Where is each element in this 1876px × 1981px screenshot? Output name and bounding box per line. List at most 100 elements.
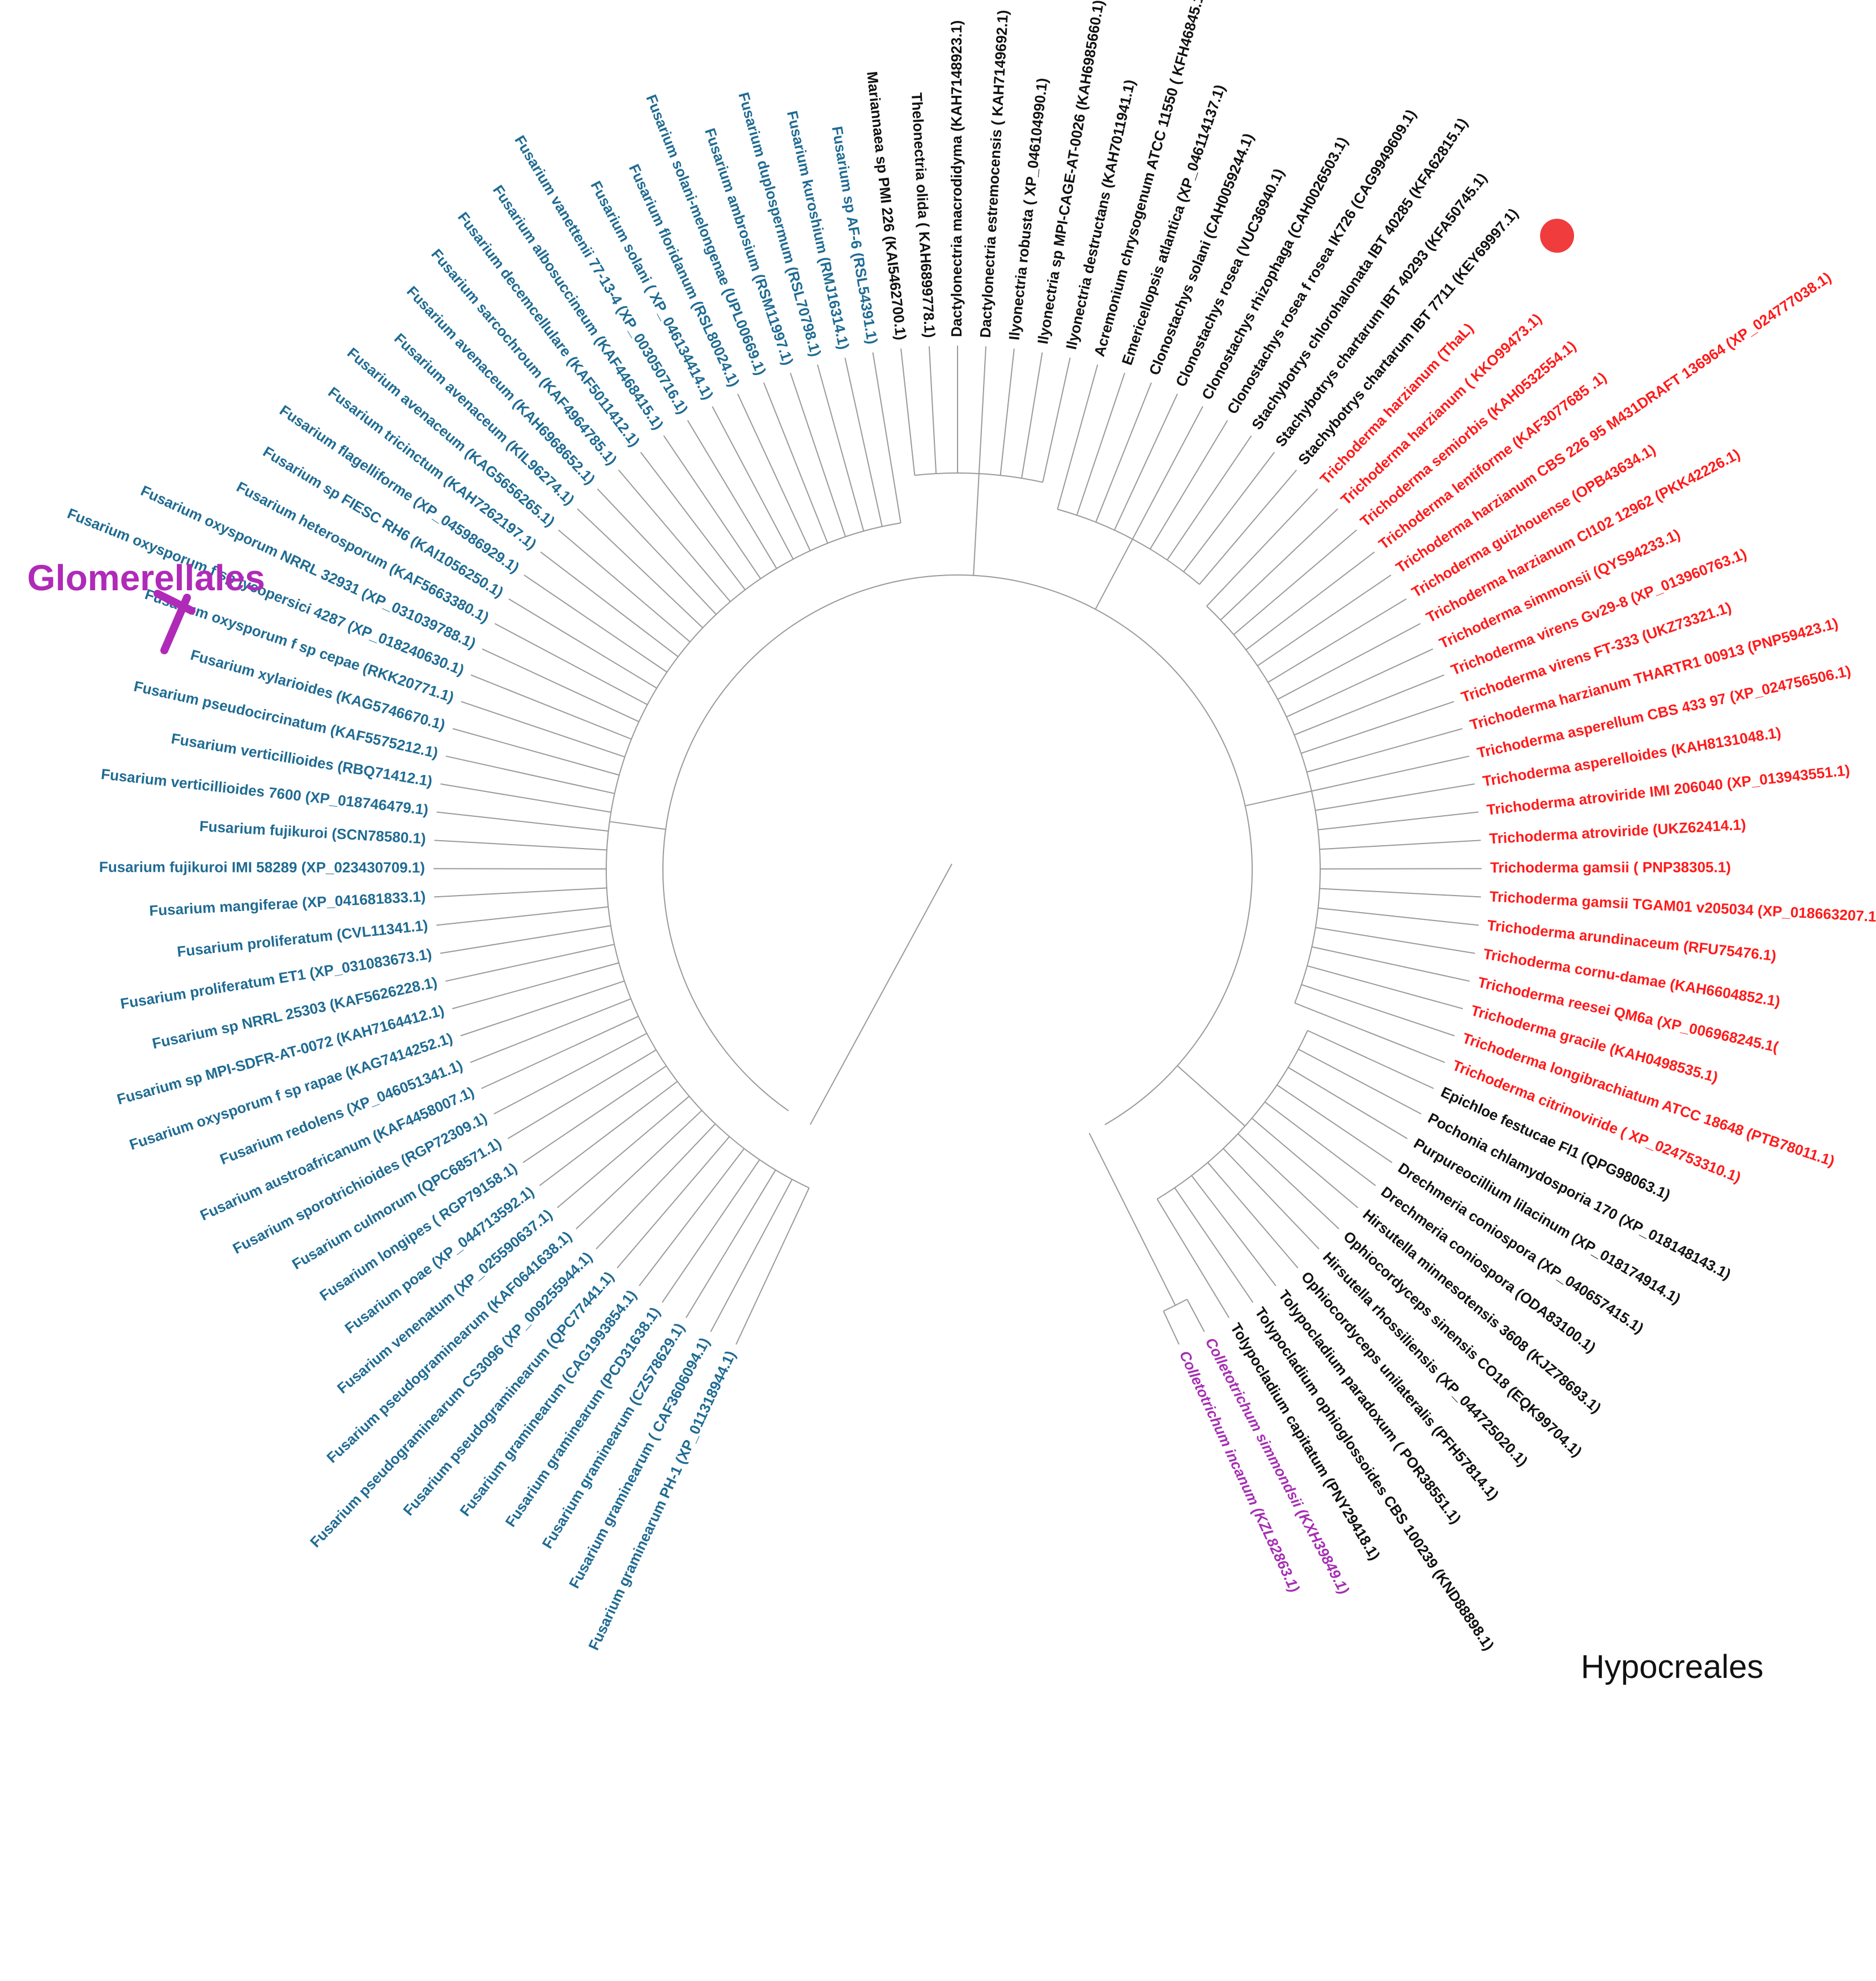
glomerellales-label: Glomerellales: [27, 557, 265, 598]
branch-tip: [508, 598, 657, 689]
branch-tip: [763, 382, 828, 544]
leaf-label: Dactylonectria estremocensis ( KAH714969…: [977, 10, 1011, 338]
leaf-label: Trichoderma harzianum CBS 226 95 M431DRA…: [1393, 269, 1834, 576]
branch-tip: [540, 551, 679, 658]
backbone-arc: [662, 574, 1253, 1126]
highlight-marker-dot: [1540, 219, 1575, 253]
branch-tip: [999, 348, 1015, 476]
hypocreales-label: Hypocreales: [1581, 1648, 1763, 1685]
branch-tip: [928, 346, 937, 474]
tree-branches: [433, 346, 1482, 1345]
branch-tip: [1207, 1162, 1299, 1269]
leaf-label: Thelonectria olida ( KAH6899778.1): [908, 92, 938, 338]
branch-tip: [452, 962, 619, 1009]
branch-tip: [1191, 1175, 1277, 1286]
branch-tip: [1186, 1299, 1205, 1332]
branch-tip: [1076, 372, 1125, 516]
leaf-label: Trichoderma atroviride (UKZ62414.1): [1489, 816, 1747, 847]
branch-tip: [461, 701, 626, 758]
branch-tip: [1237, 1133, 1339, 1230]
branch-tip: [1095, 382, 1152, 523]
branch-tip: [1245, 551, 1375, 650]
branch-tip: [1150, 420, 1228, 549]
branch-tip: [1042, 357, 1071, 483]
branch-tip: [1301, 984, 1455, 1037]
branch-tip: [1294, 674, 1445, 736]
clavicipitaceae-ophiocordyceps-clade-stem: [1177, 1065, 1245, 1127]
branch-tip: [1307, 965, 1464, 1009]
branch-tip: [1113, 393, 1178, 531]
bionectriaceae-clade-stem: [1095, 539, 1133, 610]
branch-tip: [452, 728, 620, 776]
branch-tip: [735, 1187, 810, 1345]
branch-tip: [556, 1096, 690, 1208]
branch-tip: [1174, 1187, 1254, 1303]
branch-tip: [616, 1136, 730, 1269]
branch-tip: [577, 508, 703, 628]
glomerellales-bracket-arm: [154, 590, 195, 615]
branch-tip: [1307, 1030, 1434, 1089]
branch-tip: [539, 1081, 678, 1186]
branch-tip: [597, 488, 717, 615]
branch-tip: [1021, 352, 1043, 479]
branch-tip: [872, 352, 901, 523]
branch-tip: [685, 1169, 776, 1318]
leaf-label: Fusarium fujikuroi (SCN78580.1): [199, 817, 426, 847]
branch-tip: [524, 574, 667, 673]
leaf-label: Ilyonectria sp MPI-CAGE-AT-0026 (KAH6985…: [1034, 0, 1107, 345]
branch-tip: [1319, 840, 1481, 850]
branch-tip: [1057, 364, 1099, 510]
branch-tip: [1277, 623, 1421, 700]
branch-tip: [1167, 435, 1252, 561]
branch-tip: [1318, 908, 1479, 926]
branch-tip: [1300, 701, 1454, 754]
branch-tip: [663, 435, 762, 580]
branch-tip: [1286, 648, 1433, 718]
branch-tip: [1223, 1148, 1320, 1250]
colletotrichum-clade-stem: [1088, 1132, 1176, 1306]
branch-tip: [1220, 508, 1338, 621]
branch-tip: [1251, 1118, 1359, 1208]
trichoderma-clade-arc: [1206, 606, 1321, 1003]
branch-tip: [494, 623, 648, 705]
branch-tip: [1294, 1002, 1445, 1063]
leaf-label: Fusarium proliferatum ET1 (XP_031083673.…: [119, 945, 433, 1012]
branch-tip: [1206, 488, 1318, 607]
branch-tip: [1257, 574, 1392, 667]
branch-tip: [978, 346, 987, 474]
branch-tip: [445, 944, 615, 982]
branch-tip: [1311, 755, 1470, 792]
branch-tip: [710, 1179, 793, 1332]
branch-tip: [445, 755, 615, 794]
branch-tip: [687, 420, 777, 569]
branch-tip: [433, 868, 607, 870]
branch-tip: [618, 469, 731, 602]
root-branch: [810, 863, 952, 1125]
trichoderma-clade-stem: [1245, 790, 1312, 807]
branch-tip: [1183, 451, 1275, 572]
branch-tip: [1307, 728, 1463, 773]
branch-tip: [470, 998, 631, 1063]
branch-tip: [1233, 529, 1358, 635]
branch-tip: [436, 906, 609, 926]
leaf-label: Trichoderma gamsii ( PNP38305.1): [1490, 859, 1731, 876]
branch-tip: [436, 811, 609, 832]
leaf-label: Trichoderma gamsii TGAM01 v205034 (XP_01…: [1489, 888, 1876, 925]
branch-tip: [1156, 1199, 1230, 1318]
branch-tip: [507, 1049, 657, 1139]
branch-tip: [481, 1016, 639, 1089]
branch-tip: [460, 980, 625, 1037]
branch-tip: [1267, 598, 1407, 683]
branch-tip: [1315, 927, 1475, 954]
branch-tip: [434, 840, 607, 851]
branch-tip: [470, 674, 632, 740]
branch-tip: [844, 357, 883, 527]
branch-tip: [482, 648, 640, 722]
branch-tip: [1320, 888, 1481, 898]
fusarium-clade-stem: [609, 821, 666, 830]
branch-tip: [440, 783, 611, 813]
branch-tip: [790, 372, 846, 537]
branch-tip: [661, 1159, 760, 1303]
branch-tip: [1199, 469, 1298, 585]
